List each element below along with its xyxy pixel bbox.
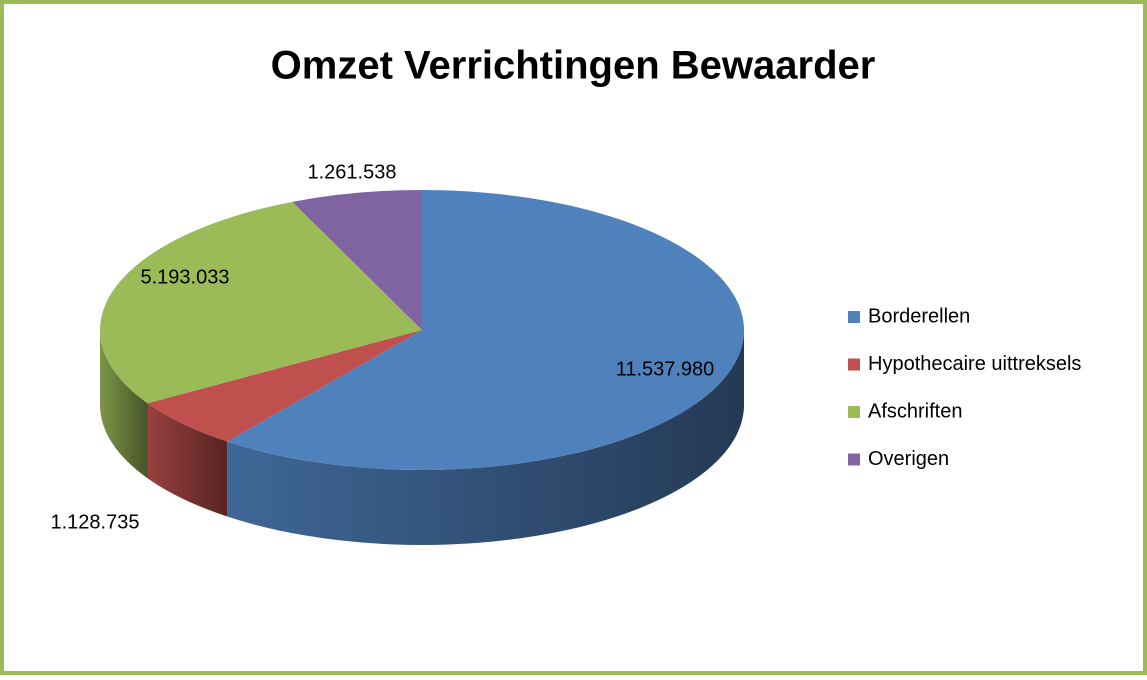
- legend-label: Borderellen: [868, 305, 970, 327]
- legend-label: Afschriften: [868, 400, 962, 422]
- legend-label: Hypothecaire uittreksels: [868, 353, 1081, 375]
- slice: [292, 190, 422, 330]
- chart-title: Omzet Verrichtingen Bewaarder: [271, 44, 876, 88]
- legend-swatch: [848, 311, 860, 323]
- slice: [147, 330, 422, 442]
- legend-label: Overigen: [868, 448, 949, 470]
- slice: [227, 190, 744, 470]
- legend-swatch: [848, 406, 860, 418]
- legend-swatch: [848, 358, 860, 371]
- slice-side: [100, 330, 148, 479]
- legend-swatch: [848, 453, 860, 466]
- slice-side: [147, 403, 228, 517]
- data-label: 5.193.033: [141, 266, 230, 288]
- data-label: 1.128.735: [51, 511, 140, 533]
- data-label: 1.261.538: [308, 161, 397, 183]
- slice: [99, 201, 422, 404]
- slice-side: [227, 330, 745, 545]
- data-label: 11.537.980: [616, 358, 715, 380]
